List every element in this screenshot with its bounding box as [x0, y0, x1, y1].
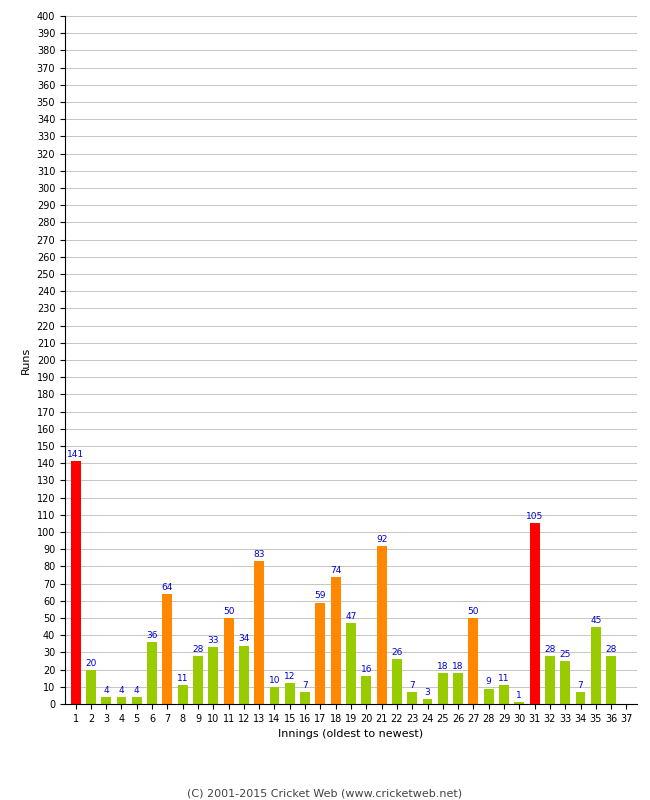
Text: 16: 16 — [361, 666, 372, 674]
Bar — [575, 692, 586, 704]
Text: 33: 33 — [207, 636, 219, 645]
Bar — [331, 577, 341, 704]
Text: 105: 105 — [526, 512, 543, 522]
Bar — [530, 523, 540, 704]
Text: (C) 2001-2015 Cricket Web (www.cricketweb.net): (C) 2001-2015 Cricket Web (www.cricketwe… — [187, 788, 463, 798]
Bar — [162, 594, 172, 704]
Text: 18: 18 — [452, 662, 464, 671]
Bar — [469, 618, 478, 704]
Bar — [315, 602, 326, 704]
Bar — [392, 659, 402, 704]
Bar — [71, 462, 81, 704]
Bar — [239, 646, 249, 704]
Text: 20: 20 — [85, 658, 97, 667]
Text: 26: 26 — [391, 648, 402, 658]
Bar — [193, 656, 203, 704]
Text: 50: 50 — [223, 607, 235, 616]
Text: 28: 28 — [605, 645, 617, 654]
Text: 36: 36 — [146, 631, 158, 640]
Bar — [361, 677, 371, 704]
Bar — [300, 692, 310, 704]
Bar — [560, 661, 570, 704]
Text: 3: 3 — [424, 688, 430, 697]
Text: 64: 64 — [162, 583, 173, 592]
Text: 47: 47 — [345, 612, 357, 621]
Text: 4: 4 — [103, 686, 109, 695]
Bar — [101, 697, 111, 704]
Text: 1: 1 — [517, 691, 522, 700]
Bar — [408, 692, 417, 704]
Bar — [499, 685, 509, 704]
Text: 7: 7 — [302, 681, 308, 690]
Text: 83: 83 — [254, 550, 265, 559]
Text: 141: 141 — [67, 450, 84, 459]
Text: 34: 34 — [238, 634, 250, 643]
Bar — [132, 697, 142, 704]
Bar — [86, 670, 96, 704]
Text: 4: 4 — [119, 686, 124, 695]
Text: 45: 45 — [590, 615, 601, 625]
Text: 10: 10 — [268, 676, 280, 685]
Y-axis label: Runs: Runs — [21, 346, 31, 374]
Text: 11: 11 — [177, 674, 188, 683]
Bar — [484, 689, 494, 704]
Text: 7: 7 — [410, 681, 415, 690]
Bar — [606, 656, 616, 704]
Bar — [285, 683, 294, 704]
Text: 28: 28 — [192, 645, 203, 654]
Text: 59: 59 — [315, 591, 326, 601]
Text: 50: 50 — [467, 607, 479, 616]
Text: 18: 18 — [437, 662, 448, 671]
Bar — [591, 626, 601, 704]
Text: 74: 74 — [330, 566, 341, 574]
Bar — [438, 673, 448, 704]
Bar — [422, 699, 432, 704]
Text: 9: 9 — [486, 678, 491, 686]
Bar — [346, 623, 356, 704]
Text: 11: 11 — [499, 674, 510, 683]
Bar — [177, 685, 188, 704]
Bar — [270, 686, 280, 704]
X-axis label: Innings (oldest to newest): Innings (oldest to newest) — [278, 730, 424, 739]
Bar — [147, 642, 157, 704]
Bar — [545, 656, 555, 704]
Bar — [116, 697, 127, 704]
Bar — [224, 618, 233, 704]
Bar — [376, 546, 387, 704]
Text: 7: 7 — [578, 681, 584, 690]
Text: 25: 25 — [560, 650, 571, 659]
Text: 4: 4 — [134, 686, 140, 695]
Bar — [453, 673, 463, 704]
Text: 28: 28 — [544, 645, 556, 654]
Text: 12: 12 — [284, 672, 296, 682]
Text: 92: 92 — [376, 534, 387, 544]
Bar — [208, 647, 218, 704]
Bar — [254, 562, 264, 704]
Bar — [514, 702, 525, 704]
